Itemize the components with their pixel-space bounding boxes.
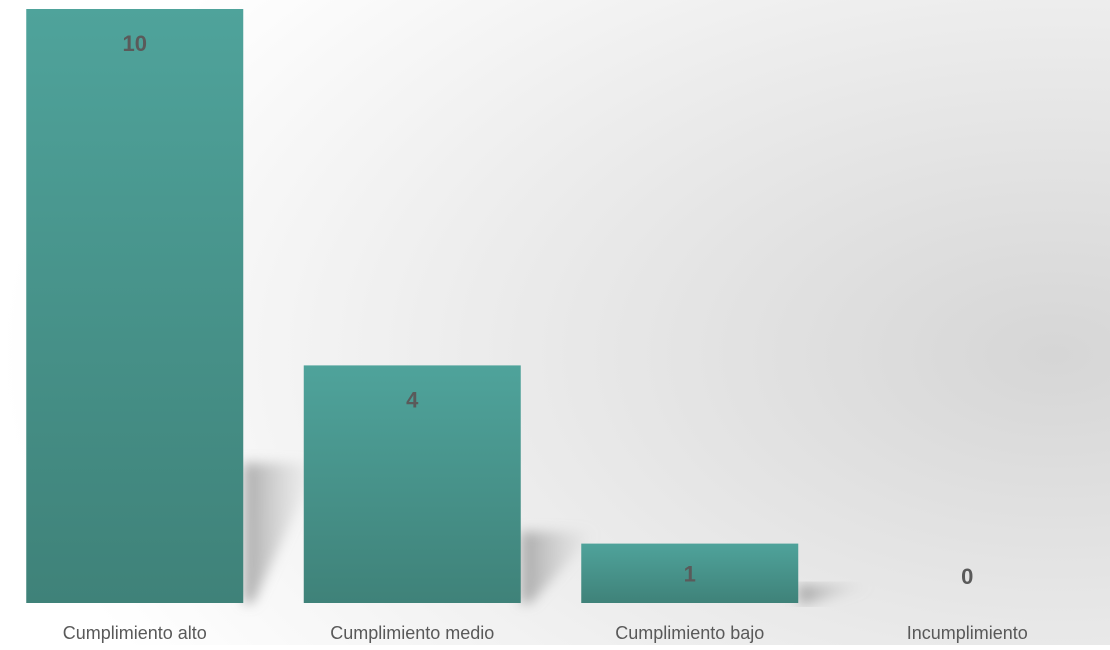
- category-label: Incumplimiento: [907, 623, 1028, 643]
- category-label: Cumplimiento bajo: [615, 623, 764, 643]
- bars: [26, 9, 799, 603]
- category-label: Cumplimiento medio: [330, 623, 494, 643]
- category-label: Cumplimiento alto: [63, 623, 207, 643]
- bar-shadow: [520, 531, 596, 603]
- bar-shadow: [243, 463, 319, 603]
- data-label: 4: [406, 387, 419, 412]
- data-label: 0: [961, 564, 973, 589]
- bar-shadow: [798, 585, 874, 603]
- bar-shadows: [243, 463, 874, 603]
- data-label: 1: [684, 561, 696, 586]
- data-label: 10: [123, 31, 147, 56]
- bar-cumplimiento-bajo: [581, 543, 799, 603]
- bar-cumplimiento-medio: [303, 365, 521, 603]
- category-labels: Cumplimiento alto Cumplimiento medio Cumpl…: [63, 623, 1028, 643]
- bar-cumplimiento-alto: [26, 9, 244, 603]
